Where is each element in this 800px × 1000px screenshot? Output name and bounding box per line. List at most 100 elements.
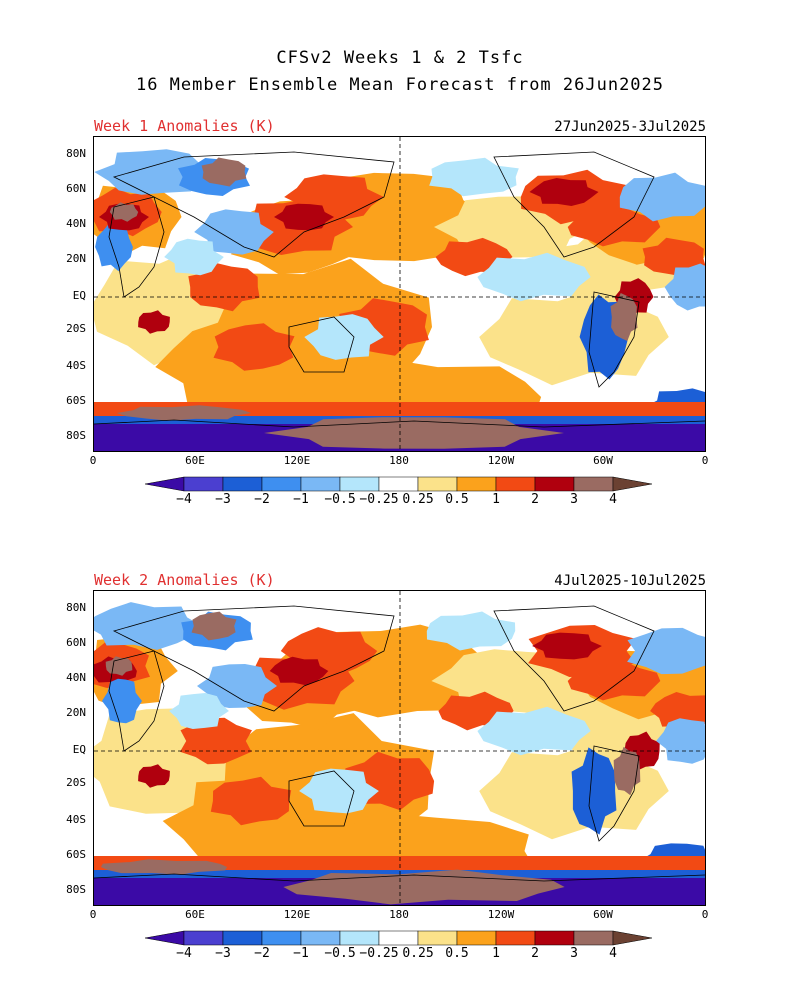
colorbar-label: −1 — [293, 946, 309, 961]
colorbar-label: 0.5 — [445, 946, 469, 961]
latitude-label: 60S — [66, 394, 86, 407]
week1-panel-title: Week 1 Anomalies (K) — [94, 117, 275, 135]
anomaly-patch — [477, 706, 591, 756]
south-america-outline — [588, 745, 640, 842]
anomaly-patch — [429, 157, 519, 197]
anomaly-patch — [138, 764, 170, 788]
colorbar-label: −4 — [176, 946, 192, 961]
anomaly-patch — [571, 747, 617, 835]
anomaly-patch — [627, 627, 705, 675]
north-america-outline — [493, 151, 655, 258]
colorbar-label: 4 — [609, 946, 617, 961]
anomaly-patch — [532, 632, 602, 660]
week1-anomaly-map — [93, 136, 706, 452]
longitude-label: 0 — [89, 454, 97, 467]
figure-title-line-2: 16 Member Ensemble Mean Forecast from 26… — [135, 75, 665, 95]
latitude-label: 60S — [66, 848, 86, 861]
colorbar-label: 1 — [492, 492, 500, 507]
anomaly-patch — [194, 209, 274, 255]
antarctica-outline — [94, 419, 705, 428]
anomaly-patch — [642, 237, 705, 277]
colorbar-swatch — [456, 930, 497, 946]
anomaly-patch — [109, 202, 139, 222]
week2-colorbar: −4 −3 −2 −1 −0.5 −0.25 0.25 0.5 1 2 3 4 — [144, 930, 665, 961]
longitude-label: 0 — [89, 908, 97, 921]
anomaly-patch — [619, 172, 705, 222]
southern-ocean-band — [94, 856, 705, 870]
eurasia-outline — [112, 151, 395, 258]
south-america-outline — [588, 291, 640, 388]
colorbar-label: −0.25 — [359, 492, 399, 507]
latitude-label: 80N — [66, 147, 86, 160]
southern-ocean-warm-patch — [100, 859, 228, 875]
colorbar-swatch — [456, 476, 497, 492]
anomaly-patch — [304, 314, 384, 360]
anomaly-patch — [567, 661, 661, 701]
colorbar-label: −2 — [254, 492, 270, 507]
figure-title-line-1: CFSv2 Weeks 1 & 2 Tsfc — [276, 48, 524, 68]
anomaly-patch — [95, 222, 133, 272]
longitude-label: 120W — [487, 454, 515, 467]
longitude-label: 0 — [701, 908, 709, 921]
colorbar-swatch — [378, 476, 419, 492]
anomaly-patch — [94, 602, 202, 650]
colorbar-label: 4 — [609, 492, 617, 507]
colorbar-label: −0.5 — [324, 946, 356, 961]
week2-panel-title: Week 2 Anomalies (K) — [94, 571, 275, 589]
anomaly-patch — [102, 678, 142, 724]
anomaly-patch — [188, 262, 260, 312]
longitude-label: 120E — [283, 454, 311, 467]
colorbar-label: −3 — [215, 492, 231, 507]
longitude-label: 60W — [593, 908, 613, 921]
colorbar-label: 3 — [570, 946, 578, 961]
africa-outline — [108, 196, 165, 298]
anomaly-patch — [299, 768, 379, 814]
colorbar-label: 1 — [492, 946, 500, 961]
anomaly-patch — [426, 611, 516, 651]
colorbar-swatch — [339, 476, 380, 492]
colorbar-swatch — [222, 930, 263, 946]
colorbar-swatch — [183, 476, 224, 492]
latitude-label: 40S — [66, 813, 86, 826]
anomaly-patch — [180, 717, 252, 765]
anomaly-patch — [269, 656, 329, 686]
latitude-label: 80S — [66, 429, 86, 442]
anomaly-patch — [613, 746, 641, 796]
colorbar-label: −0.25 — [359, 946, 399, 961]
longitude-label: 60W — [593, 454, 613, 467]
colorbar-swatch — [300, 476, 341, 492]
colorbar-swatch — [417, 930, 458, 946]
anomaly-patch — [169, 693, 229, 729]
anomaly-patch — [274, 203, 334, 231]
colorbar-label: 0.5 — [445, 492, 469, 507]
week2-date-range: 4Jul2025-10Jul2025 — [554, 573, 706, 589]
colorbar-label: −3 — [215, 946, 231, 961]
africa-outline — [108, 650, 165, 752]
week2-anomaly-map — [93, 590, 706, 906]
anomaly-patch — [656, 718, 705, 764]
latitude-label: EQ — [72, 289, 86, 302]
latitude-label: 20N — [66, 706, 86, 719]
colorbar-swatch — [183, 930, 224, 946]
latitude-label: 80N — [66, 601, 86, 614]
anomaly-patch — [477, 252, 591, 302]
anomaly-patch — [201, 157, 247, 187]
week1-colorbar: −4 −3 −2 −1 −0.5 −0.25 0.25 0.5 1 2 3 4 — [144, 476, 665, 507]
colorbar-label: 2 — [531, 946, 539, 961]
australia-outline — [288, 770, 355, 827]
colorbar-label: 0.25 — [402, 946, 434, 961]
latitude-label: 40N — [66, 217, 86, 230]
latitude-label: 40S — [66, 359, 86, 372]
colorbar-swatch — [378, 930, 419, 946]
colorbar-swatch — [339, 930, 380, 946]
colorbar-swatch — [300, 930, 341, 946]
anomaly-patch — [529, 178, 599, 206]
colorbar-swatch — [495, 476, 536, 492]
colorbar-label: 3 — [570, 492, 578, 507]
longitude-label: 180 — [389, 454, 409, 467]
colorbar-swatch — [495, 930, 536, 946]
latitude-label: 40N — [66, 671, 86, 684]
colorbar-label: −0.5 — [324, 492, 356, 507]
anomaly-patch — [664, 263, 705, 311]
week1-date-range: 27Jun2025-3Jul2025 — [554, 119, 706, 135]
